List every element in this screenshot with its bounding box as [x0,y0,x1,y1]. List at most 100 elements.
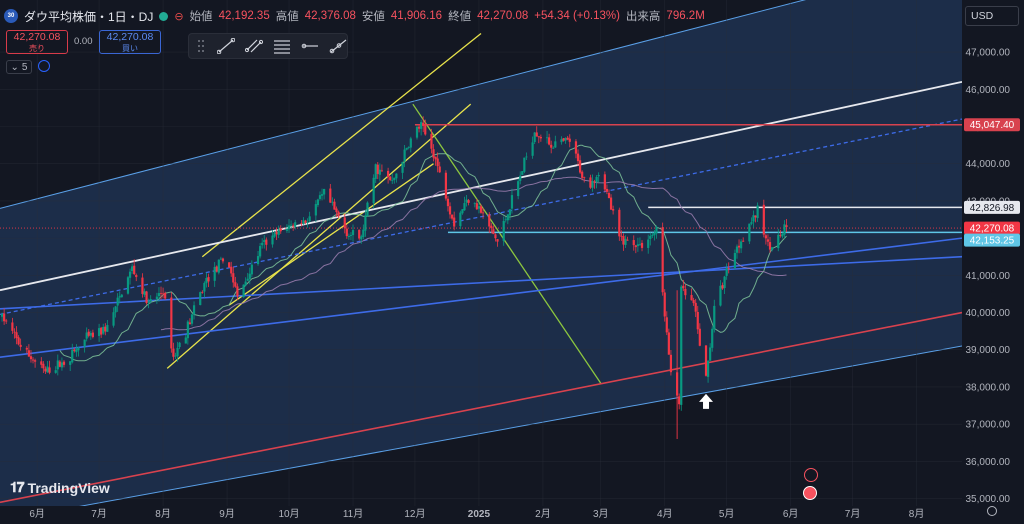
market-status-dot[interactable] [159,11,169,21]
candle-body [25,347,28,350]
candle-body [407,147,410,148]
candle-body [669,354,673,373]
y-tick-label: 38,000.00 [966,382,1011,393]
price-label-bg [964,200,1020,214]
candle-body [116,297,119,306]
candle-body [302,220,305,225]
candle-body [678,396,681,405]
ray-tool-icon[interactable] [329,37,347,55]
candle-body [48,367,51,373]
indicator-visibility-icon[interactable] [38,60,50,72]
x-tick-label: 3月 [593,508,609,520]
gear-icon[interactable] [987,506,997,516]
y-tick-label: 46,000.00 [966,85,1011,96]
candle-body [106,325,109,332]
candle-body [190,314,194,324]
candle-body [83,339,86,347]
fib-retracement-tool-icon[interactable] [273,37,291,55]
x-tick-label: 7月 [845,508,861,520]
buy-button[interactable]: 42,270.08 買い [99,30,161,54]
candle-body [343,217,346,229]
economic-events-icon[interactable] [803,486,817,500]
high-value: 42,376.08 [304,10,356,22]
arrow-up-icon [699,393,714,409]
candle-body [740,241,743,249]
market-closed-icon[interactable]: ⊖ [174,10,184,23]
candle-body [230,266,233,274]
x-tick-label: 4月 [657,508,673,520]
candle-body [242,284,245,298]
candle-body [401,161,404,173]
candle-body [479,206,483,213]
x-tick-label: 8月 [155,508,171,520]
candle-body [620,235,623,237]
trend-line-tool-icon[interactable] [217,37,235,55]
low-label: 安値 [361,11,385,23]
candle-body [504,219,507,221]
candle-body [100,327,103,335]
candle-body [192,305,196,315]
open-value: 42,192.35 [218,10,270,22]
symbol-logo[interactable]: 30 [4,9,18,23]
candle-body [533,132,536,143]
candle-body [750,222,753,224]
candle-body [560,139,563,143]
parallel-channel-tool-icon[interactable] [245,37,263,55]
indicators-toggle[interactable]: ⌄ 5 [6,60,32,74]
candle-body [531,142,534,156]
candle-body [719,285,722,306]
price-axis-panel [962,0,1024,524]
drag-handle-icon[interactable] [195,37,207,55]
candle-body [713,305,716,330]
tradingview-logo[interactable]: 𝟏𝟕 TradingView [10,479,110,496]
drawing-toolbar [188,33,348,59]
symbol-title[interactable]: ダウ平均株価・1日・DJ [24,9,154,24]
candle-body [735,246,739,253]
candle-body [75,349,78,353]
candle-body [490,225,493,229]
spread-value: 0.00 [74,36,93,47]
candle-body [234,282,237,287]
candle-body [415,126,419,138]
candle-body [618,209,621,237]
y-tick-label: 40,000.00 [966,308,1011,319]
candle-body [519,175,522,181]
candle-body [477,206,481,209]
candle-body [97,328,101,336]
ma-short-line [59,144,787,362]
candle-body [727,268,730,269]
price-label: 42,826.98 [970,203,1015,214]
currency-select[interactable]: USD [965,6,1019,26]
sell-button[interactable]: 42,270.08 売り [6,30,68,54]
horizontal-ray-tool-icon[interactable] [301,37,319,55]
brand-name: TradingView [27,479,110,496]
candle-body [11,322,14,331]
candle-body [742,240,745,242]
candle-body [651,234,654,236]
candle-body [733,252,737,268]
candle-body [213,266,216,281]
candle-body [779,235,782,237]
candle-body [277,229,280,235]
candle-body [754,215,757,218]
candle-body [711,328,714,348]
candle-body [345,228,348,237]
candle-body [215,266,218,272]
candle-body [548,137,551,145]
candle-body [174,355,177,357]
candle-body [785,225,788,227]
candle-body [364,215,367,231]
candle-body [647,239,650,248]
candle-body [709,347,712,361]
ma-long-line [160,176,787,331]
x-tick-label: 12月 [404,508,425,520]
candle-body [632,240,635,246]
candle-body [17,337,20,345]
candle-body [387,170,390,178]
candle-body [15,332,18,339]
buy-price: 42,270.08 [106,31,154,43]
candle-body [696,311,699,330]
event-marker-icon[interactable] [804,468,818,482]
candle-body [40,361,43,365]
